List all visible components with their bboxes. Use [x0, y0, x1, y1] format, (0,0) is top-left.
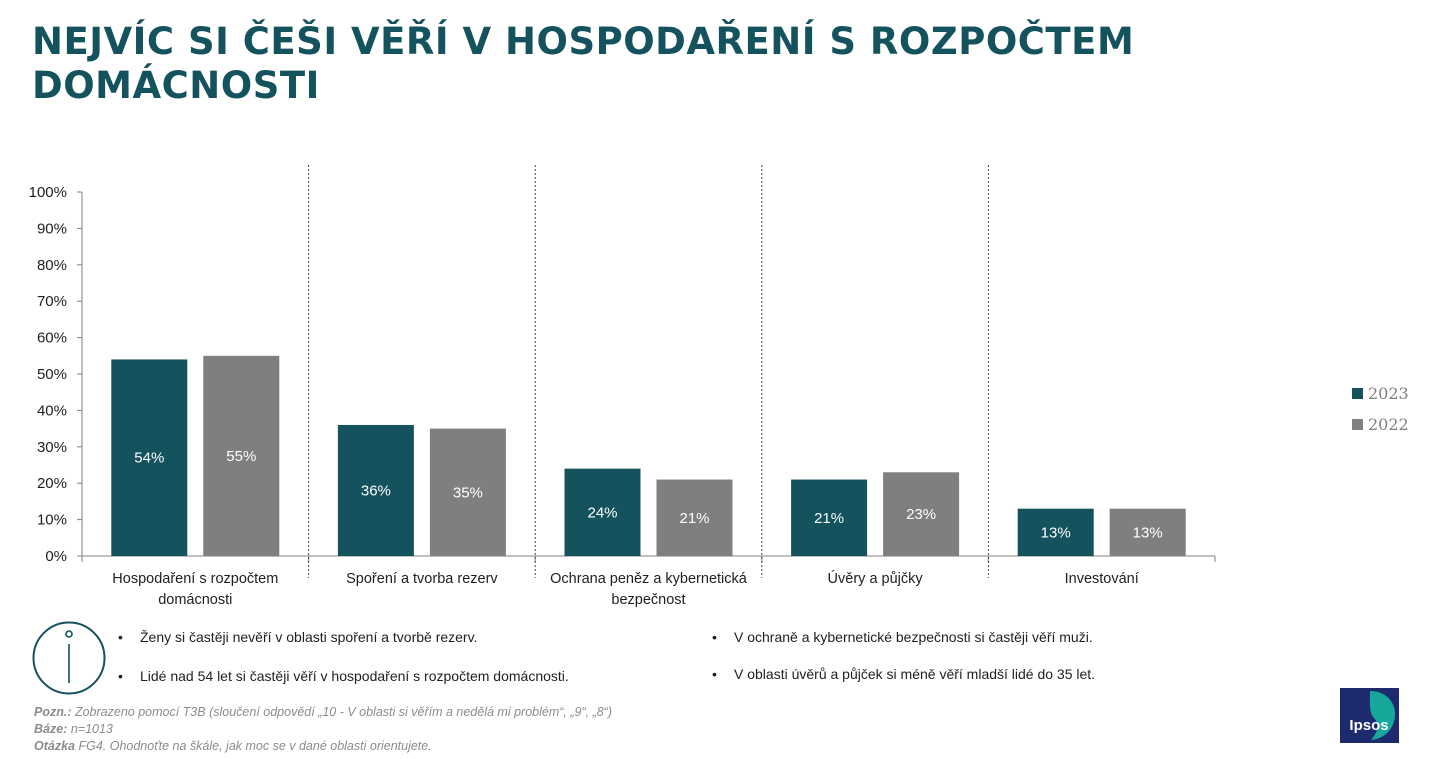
- category-label: Investování: [1065, 571, 1139, 587]
- ipsos-logo: Ipsos: [1340, 688, 1399, 743]
- bar-2023: [111, 359, 188, 556]
- y-tick-label: 100%: [29, 184, 67, 201]
- finding-text: Lidé nad 54 let si častěji věří v hospod…: [140, 668, 569, 684]
- y-tick-label: 70%: [37, 293, 67, 310]
- y-tick-label: 80%: [37, 257, 67, 274]
- legend-label-2023: 2023: [1368, 384, 1409, 403]
- bar-data-label: 55%: [226, 448, 256, 465]
- category-label: Hospodaření s rozpočtem: [112, 571, 278, 587]
- legend-item-2023: 2023: [1352, 378, 1409, 409]
- chart-legend: 2023 2022: [1352, 378, 1409, 440]
- finding-left-2: • Lidé nad 54 let si častěji věří v hospo…: [118, 668, 569, 684]
- bullet-dot: •: [118, 629, 123, 645]
- note-otazka: Otázka FG4. Ohodnoťte na škále, jak moc …: [34, 738, 612, 755]
- bullet-dot: •: [118, 668, 123, 684]
- finding-right-2: • V oblasti úvěrů a půjček si méně věří m…: [712, 666, 1095, 682]
- finding-right-1: • V ochraně a kybernetické bezpečnosti si…: [712, 629, 1093, 645]
- bar-2022: [203, 355, 280, 556]
- finding-left-1: • Ženy si častěji nevěří v oblasti spořen…: [118, 629, 477, 645]
- footnotes: Pozn.: Zobrazeno pomocí T3B (sloučení od…: [34, 704, 612, 755]
- bar-2022: [656, 479, 733, 556]
- bar-data-label: 21%: [814, 510, 844, 527]
- logo-text: Ipsos: [1349, 717, 1388, 734]
- bar-data-label: 23%: [906, 506, 936, 523]
- legend-swatch-2023: [1352, 388, 1363, 399]
- page-title: NEJVÍC SI ČEŠI VĚŘÍ V HOSPODAŘENÍ S ROZP…: [32, 20, 1135, 107]
- bar-data-label: 24%: [587, 504, 617, 521]
- bar-data-label: 13%: [1133, 524, 1163, 541]
- bar-2022: [429, 428, 506, 556]
- legend-swatch-2022: [1352, 419, 1363, 430]
- note-baze-text: n=1013: [67, 722, 113, 736]
- note-pozn: Pozn.: Zobrazeno pomocí T3B (sloučení od…: [34, 704, 612, 721]
- note-otazka-label: Otázka: [34, 739, 75, 753]
- category-label: domácnosti: [158, 592, 232, 608]
- note-pozn-text: Zobrazeno pomocí T3B (sloučení odpovědí …: [71, 705, 613, 719]
- bar-2023: [564, 468, 641, 556]
- bar-data-label: 21%: [679, 510, 709, 527]
- finding-text: Ženy si častěji nevěří v oblasti spoření…: [140, 629, 478, 645]
- category-label: Ochrana peněz a kybernetická: [550, 571, 748, 587]
- category-label: Úvěry a půjčky: [828, 570, 924, 587]
- category-label: bezpečnost: [611, 592, 685, 608]
- bar-2023: [791, 479, 868, 556]
- category-label: Spoření a tvorba rezerv: [346, 571, 498, 587]
- y-tick-label: 20%: [37, 475, 67, 492]
- note-baze: Báze: n=1013: [34, 721, 612, 738]
- bullet-dot: •: [712, 629, 717, 645]
- y-tick-label: 60%: [37, 330, 67, 347]
- bar-2022: [883, 472, 960, 556]
- bar-2023: [337, 424, 414, 556]
- finding-text: V ochraně a kybernetické bezpečnosti si …: [734, 629, 1093, 645]
- bar-2022: [1109, 508, 1186, 556]
- finding-text: V oblasti úvěrů a půjček si méně věří ml…: [734, 666, 1096, 682]
- note-pozn-label: Pozn.:: [34, 705, 72, 719]
- bullet-dot: •: [712, 666, 717, 682]
- bar-data-label: 54%: [134, 450, 164, 467]
- y-tick-label: 0%: [45, 548, 67, 565]
- note-baze-label: Báze:: [34, 722, 68, 736]
- note-otazka-text: FG4. Ohodnoťte na škále, jak moc se v da…: [75, 739, 432, 753]
- y-tick-label: 10%: [37, 512, 67, 529]
- bar-2023: [1017, 508, 1094, 556]
- bar-data-label: 36%: [361, 482, 391, 499]
- legend-item-2022: 2022: [1352, 409, 1409, 440]
- info-icon: [32, 621, 106, 695]
- y-tick-label: 30%: [37, 439, 67, 456]
- y-tick-label: 40%: [37, 402, 67, 419]
- bar-chart: 0% 10% 20% 30% 40% 50% 60% 70% 80% 90% 100% 54% 55% H…: [29, 165, 1216, 608]
- y-tick-label: 50%: [37, 366, 67, 383]
- legend-label-2022: 2022: [1368, 415, 1409, 434]
- bar-data-label: 13%: [1041, 524, 1071, 541]
- bar-data-label: 35%: [453, 484, 483, 501]
- y-tick-label: 90%: [37, 220, 67, 237]
